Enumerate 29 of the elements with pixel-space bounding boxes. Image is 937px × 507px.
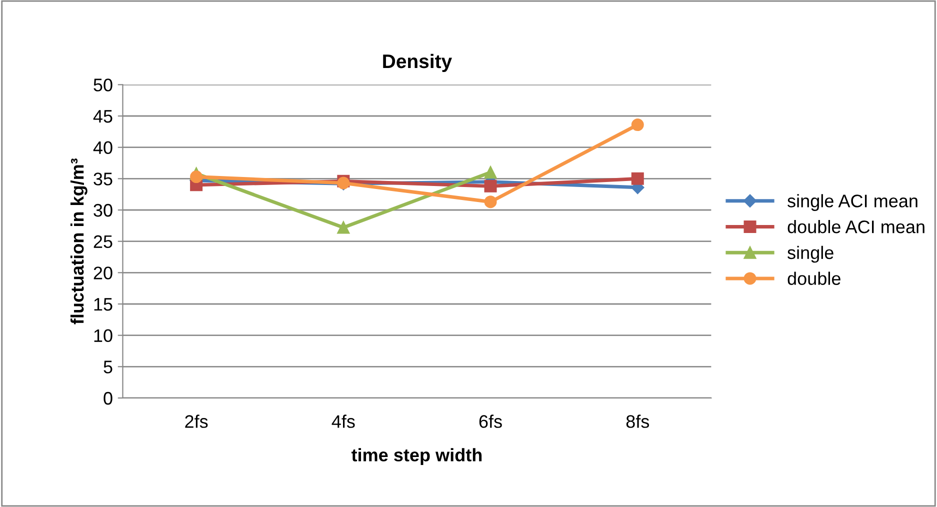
y-tick-label: 30 <box>94 204 112 217</box>
y-tick-label: 15 <box>94 298 112 311</box>
point <box>190 170 203 184</box>
point <box>484 196 497 208</box>
x-tick-label: 2fs <box>185 414 208 428</box>
legend-label: double <box>788 272 840 285</box>
x-tick-label: 6fs <box>479 414 502 428</box>
point <box>631 118 644 132</box>
point <box>484 166 497 179</box>
legend-label: single <box>788 246 834 263</box>
x-tick-label: 4fs <box>332 414 355 428</box>
point <box>337 221 350 234</box>
y-tick-label: 35 <box>94 172 112 186</box>
legend-label: single ACI mean <box>788 194 918 211</box>
y-tick-label: 45 <box>93 110 112 123</box>
y-tick-label: 40 <box>93 141 112 154</box>
x-tick-label: 8fs <box>626 414 650 428</box>
y-tick-label: 50 <box>94 78 112 92</box>
x-axis-title: time step width <box>351 448 482 465</box>
y-tick-label: 20 <box>94 266 112 280</box>
point <box>484 180 497 192</box>
y-tick-label: 25 <box>94 235 112 248</box>
legend-label: double ACI mean <box>788 220 924 234</box>
point <box>631 172 644 185</box>
y-axis-title: fluctuation in kg/m³ <box>70 158 88 324</box>
y-tick-label: 10 <box>94 329 112 342</box>
y-tick-label: 5 <box>104 360 112 374</box>
chart-title: Density <box>383 54 452 72</box>
y-tick-label: 0 <box>104 392 112 405</box>
